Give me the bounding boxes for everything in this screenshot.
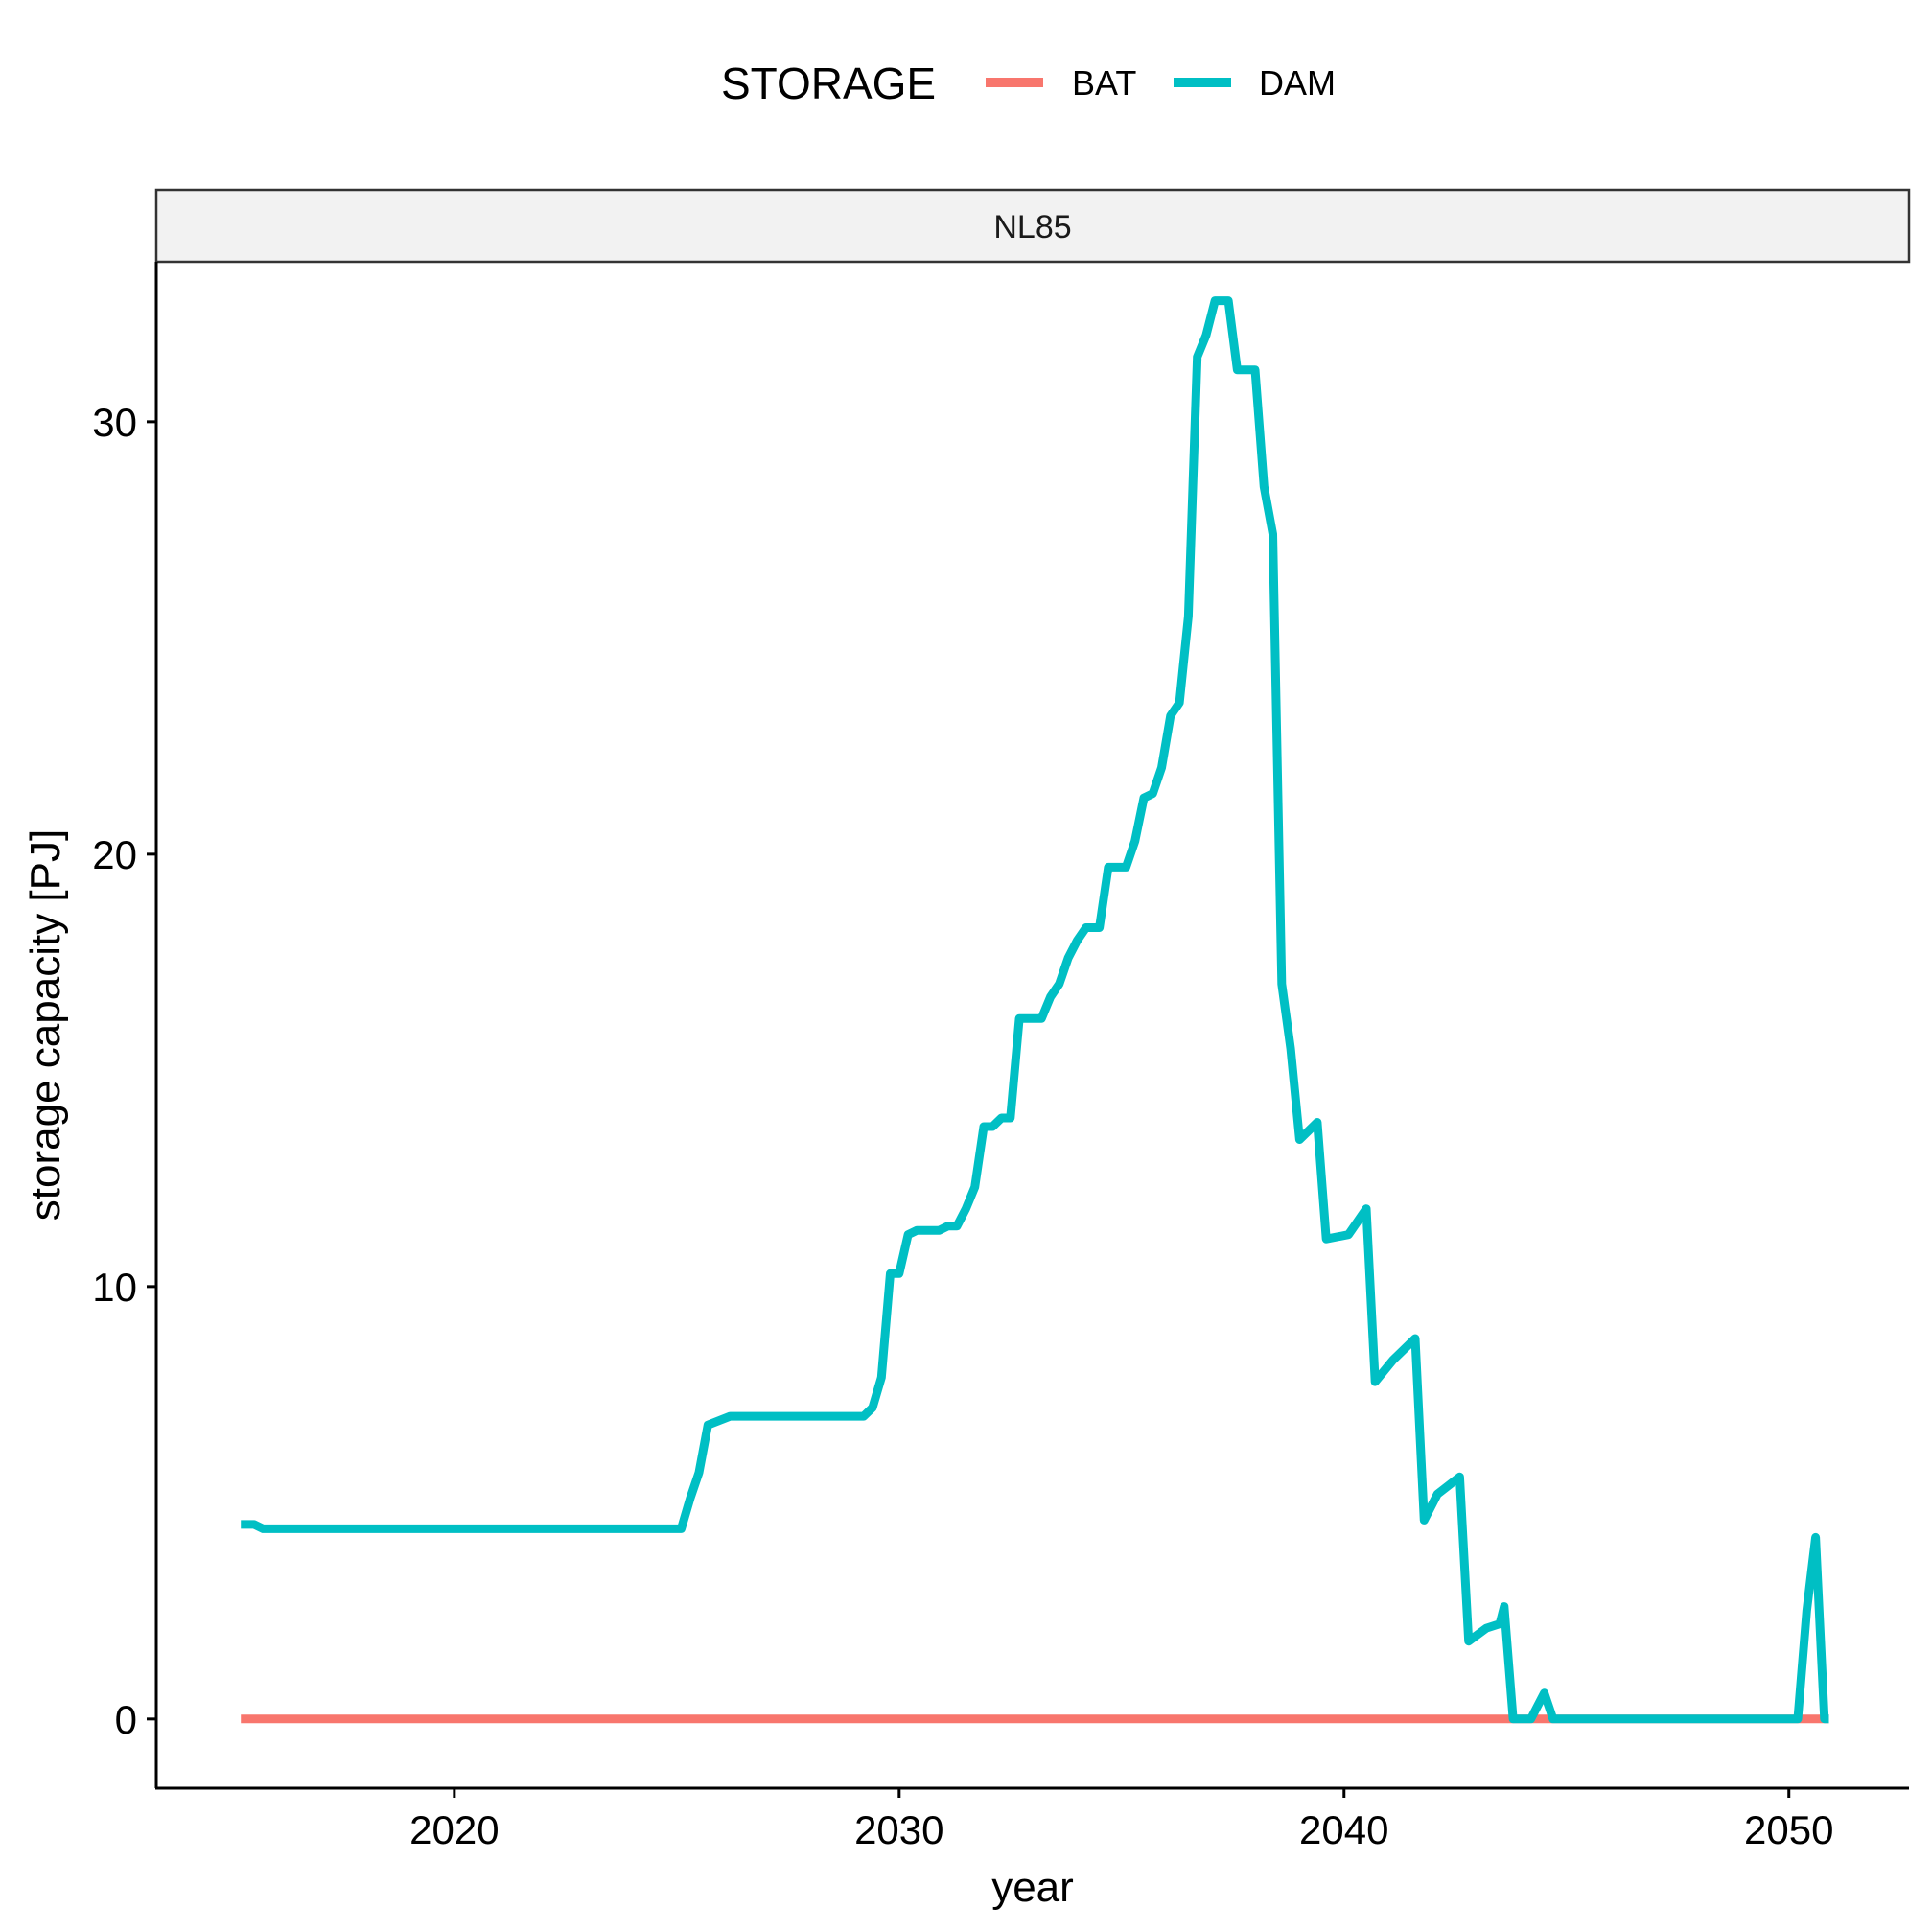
x-axis-title: year (991, 1864, 1074, 1911)
series-layer (241, 296, 1829, 1724)
x-tick-label: 2020 (409, 1807, 499, 1852)
facet-strip-box (154, 188, 1911, 264)
legend-title: STORAGE (721, 58, 936, 108)
facet-strip: NL85 (154, 188, 1911, 264)
x-ticks: 2020 2030 2040 2050 (409, 1788, 1833, 1852)
y-axis-title: storage capacity [PJ] (22, 829, 69, 1221)
series-line-dam (241, 296, 1829, 1724)
legend: STORAGE BAT DAM (721, 58, 1336, 108)
y-tick-label: 20 (92, 832, 137, 877)
x-tick-label: 2030 (854, 1807, 943, 1852)
x-tick-label: 2050 (1744, 1807, 1833, 1852)
y-tick-label: 10 (92, 1265, 137, 1310)
facet-strip-label: NL85 (993, 209, 1071, 245)
y-tick-label: 0 (115, 1697, 137, 1742)
y-tick-label: 30 (92, 400, 137, 445)
legend-label-bat: BAT (1072, 63, 1136, 103)
legend-label-dam: DAM (1259, 63, 1336, 103)
x-tick-label: 2040 (1299, 1807, 1388, 1852)
y-ticks: 0 10 20 30 (92, 400, 156, 1742)
